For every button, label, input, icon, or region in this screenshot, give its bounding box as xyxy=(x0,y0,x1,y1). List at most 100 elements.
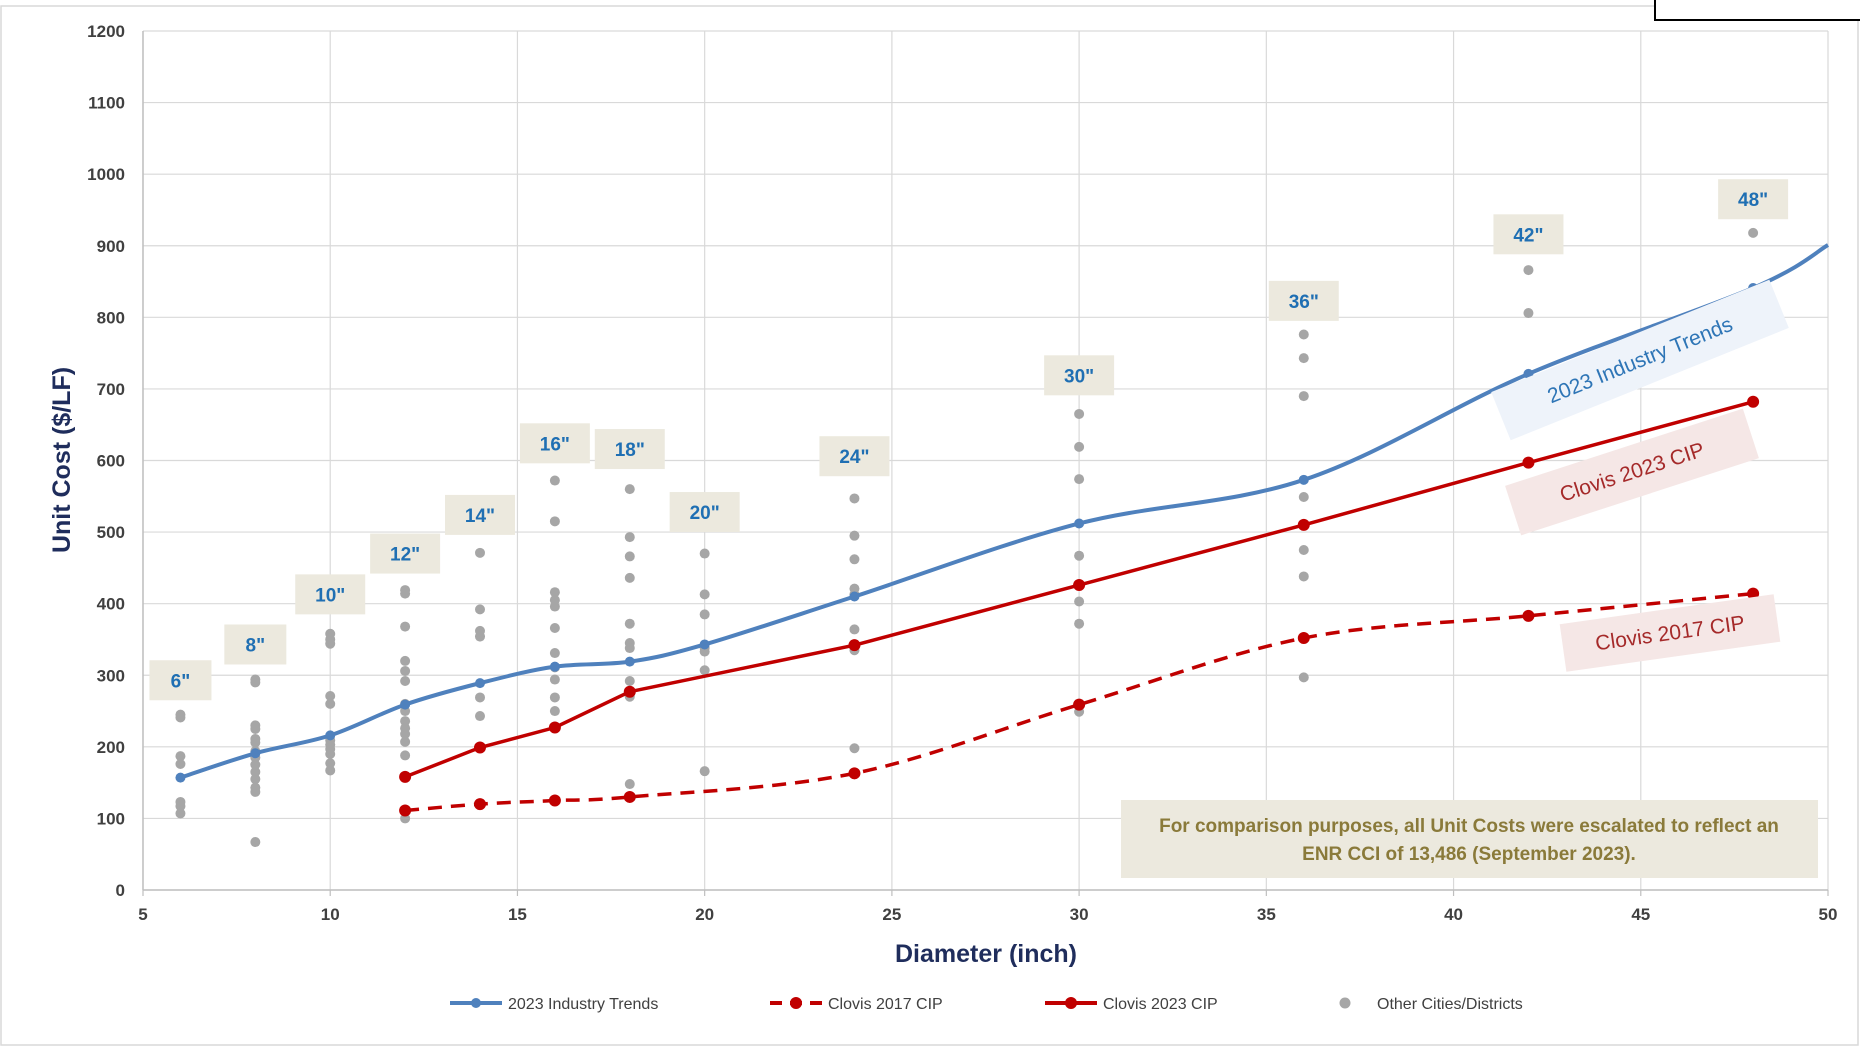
size-label: 6" xyxy=(171,671,191,692)
scatter-point xyxy=(849,530,860,541)
series-point-clovis-2023 xyxy=(1073,579,1086,592)
scatter-point xyxy=(175,808,186,819)
scatter-point xyxy=(1748,227,1759,238)
size-label-box xyxy=(1044,355,1115,396)
series-point-clovis-2023 xyxy=(848,639,861,652)
legend-item-other: Other Cities/Districts xyxy=(1339,996,1523,1013)
y-tick-label: 700 xyxy=(97,380,125,399)
scatter-point xyxy=(849,743,860,754)
scatter-point xyxy=(1074,441,1085,452)
series-point-industry xyxy=(475,678,485,689)
y-tick-label: 1000 xyxy=(87,165,125,184)
series-point-industry xyxy=(549,661,560,672)
scatter-point xyxy=(400,655,411,666)
legend-item-clovis-2023: Clovis 2023 CIP xyxy=(1045,996,1218,1013)
series-point-industry xyxy=(624,656,635,667)
scatter-point xyxy=(1074,550,1085,561)
scatter-point xyxy=(400,621,411,632)
series-point-industry xyxy=(325,730,336,741)
scatter-point xyxy=(250,786,261,797)
scatter-point xyxy=(250,759,261,770)
series-point-clovis-2017 xyxy=(474,798,486,811)
note-box: For comparison purposes, all Unit Costs … xyxy=(1121,800,1818,878)
chart-border xyxy=(0,5,1859,1046)
size-label: 10" xyxy=(315,585,345,606)
size-label: 30" xyxy=(1064,366,1094,387)
curve-label-industry-box xyxy=(1491,279,1789,441)
legend: 2023 Industry Trends Clovis 2017 CIP Clo… xyxy=(450,996,1523,1013)
scatter-point xyxy=(250,837,261,848)
scatter-point xyxy=(400,728,411,739)
x-tick-label: 25 xyxy=(882,905,901,924)
series-point-industry xyxy=(250,748,261,759)
legend-item-clovis-2017: Clovis 2017 CIP xyxy=(770,996,943,1013)
series-point-clovis-2017 xyxy=(399,804,412,817)
size-label-box xyxy=(445,494,515,535)
scatter-point xyxy=(400,665,411,676)
size-label: 8" xyxy=(246,635,266,656)
size-label: 18" xyxy=(615,440,645,461)
series-point-clovis-2017 xyxy=(1747,587,1760,600)
scatter-point xyxy=(1074,474,1085,485)
scatter-point xyxy=(699,665,710,676)
scatter-point xyxy=(1298,544,1309,555)
legend-label-clovis-2017: Clovis 2017 CIP xyxy=(828,996,943,1013)
x-tick-label: 35 xyxy=(1257,905,1276,924)
scatter-point xyxy=(1298,492,1309,503)
y-tick-label: 600 xyxy=(97,452,125,471)
scatter-point xyxy=(849,554,860,565)
scatter-point xyxy=(624,779,635,790)
scatter-point xyxy=(549,587,560,598)
size-label-box xyxy=(519,423,590,464)
y-tick-label: 1100 xyxy=(88,94,125,113)
series-point-industry xyxy=(1074,518,1085,529)
scatter-point xyxy=(849,493,860,504)
scatter-point xyxy=(400,588,411,599)
scatter-point xyxy=(325,748,336,759)
lines-layer xyxy=(175,243,1830,817)
scatter-point xyxy=(624,572,635,583)
x-tick-label: 15 xyxy=(508,905,527,924)
x-tick-label: 5 xyxy=(138,905,147,924)
scatter-point xyxy=(475,711,485,722)
scatter-point xyxy=(699,609,710,620)
y-tick-label: 800 xyxy=(97,308,125,327)
scatter-point xyxy=(250,774,261,785)
scatter-point xyxy=(699,766,710,777)
scatter-point xyxy=(475,604,485,615)
scatter-point xyxy=(699,548,710,559)
scatter-point xyxy=(549,706,560,717)
scatter-point xyxy=(475,692,485,703)
scatter-point xyxy=(400,750,411,761)
scatter-point xyxy=(549,648,560,659)
size-label: 42" xyxy=(1513,225,1543,246)
y-axis-title: Unit Cost ($/LF) xyxy=(48,367,76,553)
x-tick-label: 50 xyxy=(1819,905,1838,924)
y-tick-label: 900 xyxy=(97,237,125,256)
scatter-point xyxy=(624,551,635,562)
size-label-box xyxy=(594,429,665,470)
scatter-point xyxy=(1074,408,1085,419)
size-label-box xyxy=(1493,214,1564,255)
legend-marker-industry xyxy=(471,998,481,1008)
series-point-clovis-2023 xyxy=(1747,395,1760,408)
scatter-point xyxy=(549,601,560,612)
scatter-point xyxy=(1523,308,1534,319)
scatter-point xyxy=(624,643,635,654)
scatter-point xyxy=(624,484,635,495)
scatter-point xyxy=(475,631,485,642)
scatter-point xyxy=(1298,329,1309,340)
y-tick-label: 400 xyxy=(97,595,125,614)
size-label: 14" xyxy=(465,506,495,527)
size-label: 48" xyxy=(1738,190,1768,211)
scatter-point xyxy=(250,737,261,748)
scatter-point xyxy=(549,692,560,703)
curve-label-clovis-2017: Clovis 2017 CIP xyxy=(1559,594,1781,672)
scatter-point xyxy=(175,751,186,762)
size-label-box xyxy=(149,660,212,701)
series-point-industry xyxy=(400,699,411,710)
x-tick-label: 20 xyxy=(695,905,714,924)
scatter-point xyxy=(1298,353,1309,364)
scatter-point xyxy=(624,675,635,686)
scatter-point xyxy=(250,723,261,734)
